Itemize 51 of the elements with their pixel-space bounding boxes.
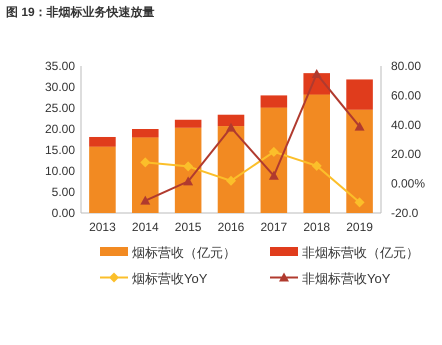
bar — [132, 129, 159, 138]
y2-tick-label: 0.00% — [391, 176, 426, 191]
y2-tick-label: 40.00 — [391, 118, 422, 132]
y-tick-label: 35.00 — [44, 59, 76, 73]
point — [183, 161, 194, 172]
bar — [346, 79, 373, 110]
x-tick-label: 2015 — [174, 220, 202, 234]
y2-tick-label: 20.00 — [391, 147, 422, 162]
point — [140, 157, 150, 168]
bar — [346, 110, 373, 213]
x-tick-label: 2016 — [218, 220, 245, 234]
bar — [174, 128, 202, 213]
bar — [89, 146, 116, 213]
legend-label: 烟标营收（亿元） — [132, 245, 236, 260]
point — [268, 146, 279, 157]
bar — [260, 95, 288, 108]
y2-tick-label: 80.00 — [391, 59, 422, 73]
bar — [174, 120, 202, 128]
bar — [89, 136, 116, 147]
bar — [303, 94, 330, 213]
y-tick-label: 30.00 — [44, 80, 76, 94]
x-tick-label: 2017 — [260, 220, 288, 234]
y2-tick-label: 60.00 — [391, 88, 422, 102]
bar — [260, 108, 288, 213]
point — [354, 122, 365, 131]
y-tick-label: 10.00 — [44, 164, 76, 178]
point — [312, 68, 322, 78]
y2-tick-label: -20.0 — [391, 206, 419, 220]
y-tick-label: 15.00 — [44, 143, 76, 157]
bar — [218, 114, 244, 126]
point — [354, 197, 365, 208]
point — [268, 170, 279, 180]
point — [140, 196, 150, 205]
legend-label: 非烟标营收（亿元） — [302, 245, 419, 260]
legend-label: 非烟标营收YoY — [302, 271, 391, 286]
y-tick-label: 25.00 — [44, 101, 76, 115]
x-tick-label: 2018 — [303, 220, 330, 234]
x-tick-label: 2019 — [346, 220, 374, 234]
point — [183, 176, 194, 186]
x-tick-label: 2014 — [132, 220, 159, 234]
chart-title: 图 19：非烟标业务快速放量 — [6, 5, 155, 19]
y-tick-label: 0.00 — [52, 206, 76, 220]
point — [226, 176, 236, 186]
y-tick-label: 5.00 — [52, 185, 76, 199]
y-tick-label: 20.00 — [44, 122, 76, 136]
bar — [132, 137, 159, 213]
x-tick-label: 2013 — [89, 220, 116, 234]
bar — [218, 126, 244, 213]
legend-label: 烟标营收YoY — [132, 271, 208, 286]
point — [226, 122, 236, 132]
point — [312, 160, 322, 171]
